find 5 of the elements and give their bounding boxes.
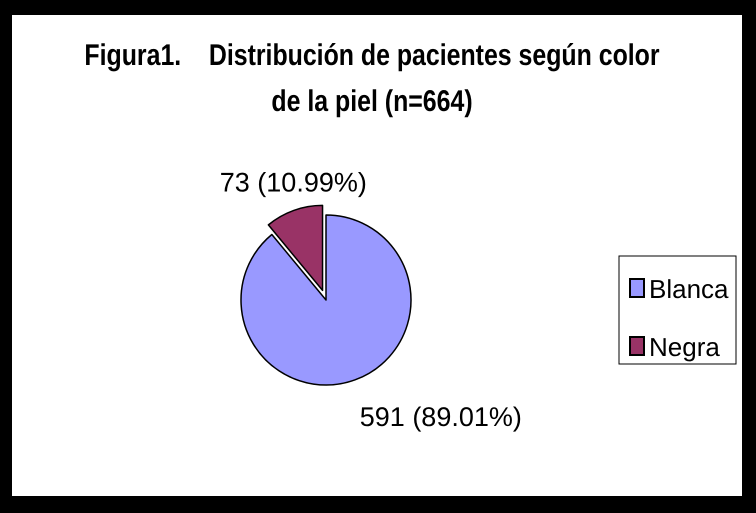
data-label: 591 (89.01%) [360, 402, 522, 432]
chart-title: Figura1. Distribución de pacientes según color de la piel (n=664) [84, 38, 660, 118]
data-label: 73 (10.99%) [220, 167, 367, 198]
legend-label: Blanca [649, 274, 730, 304]
legend-label: Negra [649, 332, 720, 362]
